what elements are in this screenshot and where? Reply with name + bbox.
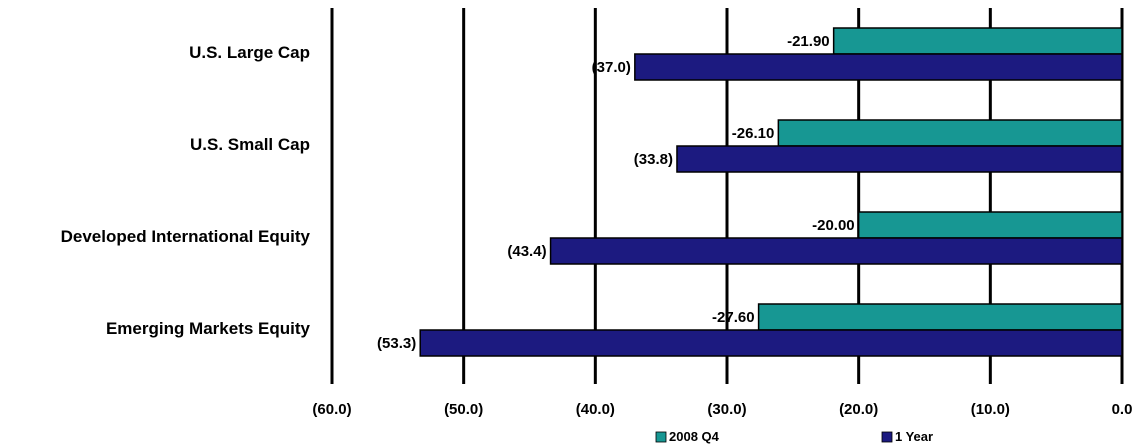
bar-1y xyxy=(676,145,1123,173)
bar-q4 xyxy=(857,211,1123,239)
category-label: U.S. Small Cap xyxy=(190,135,310,154)
bar-q4 xyxy=(832,27,1123,55)
legend-label: 2008 Q4 xyxy=(669,429,720,444)
data-label: -20.00 xyxy=(812,217,855,234)
bar-1y xyxy=(419,329,1123,357)
legend-swatch xyxy=(881,431,893,443)
data-label: (43.4) xyxy=(507,243,546,260)
category-label: Developed International Equity xyxy=(61,227,311,246)
category-label: U.S. Large Cap xyxy=(189,43,310,62)
data-label: -26.10 xyxy=(732,125,775,142)
bar-q4 xyxy=(777,119,1123,147)
legend-swatch xyxy=(655,431,667,443)
data-label: -21.90 xyxy=(787,33,830,50)
bar-1y xyxy=(634,53,1123,81)
data-label: (53.3) xyxy=(377,335,416,352)
bar-1y xyxy=(549,237,1123,265)
x-tick-label: (10.0) xyxy=(971,401,1010,418)
data-label: -27.60 xyxy=(712,309,755,326)
data-label: (33.8) xyxy=(634,151,673,168)
x-tick-label: (20.0) xyxy=(839,401,878,418)
x-tick-label: (40.0) xyxy=(576,401,615,418)
x-tick-label: (50.0) xyxy=(444,401,483,418)
legend-label: 1 Year xyxy=(895,429,933,444)
x-tick-label: (30.0) xyxy=(707,401,746,418)
category-label: Emerging Markets Equity xyxy=(106,319,311,338)
x-tick-label: 0.0 xyxy=(1112,401,1133,418)
data-label: (37.0) xyxy=(592,59,631,76)
x-tick-label: (60.0) xyxy=(312,401,351,418)
bar-q4 xyxy=(757,303,1123,331)
